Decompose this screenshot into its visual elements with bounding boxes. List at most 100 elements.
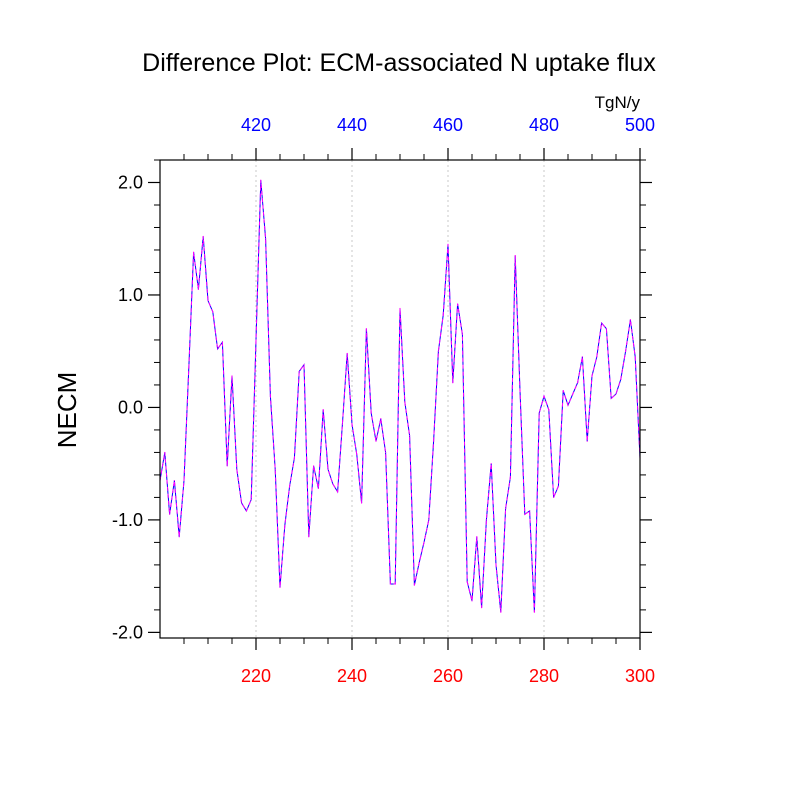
data-point [279,586,281,588]
data-point [322,409,324,411]
data-point [404,401,406,403]
data-point [485,519,487,521]
data-point [284,524,286,527]
series-lines [159,179,641,613]
data-point [620,378,622,380]
y-tick-label: -1.0 [112,510,143,530]
data-point [212,311,214,313]
x-tick-label-top: 440 [337,115,367,135]
data-point [303,364,305,366]
data-point [605,328,608,330]
data-point [317,487,319,490]
data-point [356,454,358,456]
data-point [164,451,166,454]
data-point [341,423,343,425]
x-tick-label-top: 420 [241,115,271,135]
data-point [495,564,497,566]
data-point [548,409,550,411]
y-axis-label: NECM [52,372,82,449]
grid-lines [255,160,545,638]
data-point [481,607,483,609]
y-tick-label: 2.0 [118,172,143,192]
data-point [269,395,271,397]
data-point [461,333,463,335]
data-point [591,375,593,377]
data-point [313,465,315,467]
data-point [365,328,367,330]
chart-title: Difference Plot: ECM-associated N uptake… [142,49,656,77]
data-point [562,389,564,392]
units-label: TgN/y [595,93,641,112]
data-point [447,243,449,245]
data-point [433,440,435,442]
data-point [625,350,627,352]
data-point [543,395,545,397]
data-point [596,356,598,358]
data-point [346,352,348,355]
data-point [260,179,262,181]
x-tick-label-top: 500 [625,115,655,135]
data-point [615,393,617,395]
data-point [553,496,555,499]
data-point [586,440,588,442]
x-tick-label-bottom: 280 [529,666,559,686]
data-point [274,468,276,470]
data-point [245,510,247,512]
data-point [188,367,190,369]
data-point [327,468,329,470]
data-point [476,536,478,538]
data-point [183,479,185,482]
data-point [308,536,310,538]
series-line-blue [159,180,641,613]
data-point [490,463,492,465]
data-point [236,468,238,470]
x-tick-label-top: 460 [433,115,463,135]
data-point [524,513,526,515]
data-point [370,412,372,414]
data-point [572,393,574,395]
data-point [567,404,569,406]
data-point [452,382,454,384]
data-point [529,510,531,512]
data-point [533,611,536,613]
data-point [514,255,516,257]
data-point [394,583,396,585]
data-point [466,581,468,583]
data-point [471,600,473,602]
data-point [413,584,415,586]
data-point [332,483,334,485]
data-point [457,303,459,305]
data-point [250,499,252,501]
data-point [217,348,219,350]
data-point [557,485,560,487]
x-tick-label-bottom: 300 [625,666,655,686]
data-point [577,382,579,384]
data-point [629,319,632,321]
data-point [197,288,199,290]
data-point [601,322,603,324]
data-point [437,350,439,352]
x-tick-label-bottom: 260 [433,666,463,686]
data-point [202,235,204,238]
x-tick-label-bottom: 240 [337,666,367,686]
data-point [289,485,291,487]
data-point [610,397,612,400]
data-point [226,465,228,467]
data-point [375,440,377,442]
series-line-magenta [159,180,641,613]
data-point [538,412,540,414]
data-point [173,479,175,482]
data-point [500,611,502,613]
data-point [361,502,363,504]
y-tick-label: 0.0 [118,397,143,417]
x-tick-label-bottom: 220 [241,666,271,686]
data-point [519,389,521,392]
data-point [293,457,295,459]
data-point [389,583,391,585]
x-tick-label-top: 480 [529,115,559,135]
data-point [265,238,267,240]
data-point [380,418,382,420]
data-point [409,434,411,437]
data-point [169,513,171,515]
